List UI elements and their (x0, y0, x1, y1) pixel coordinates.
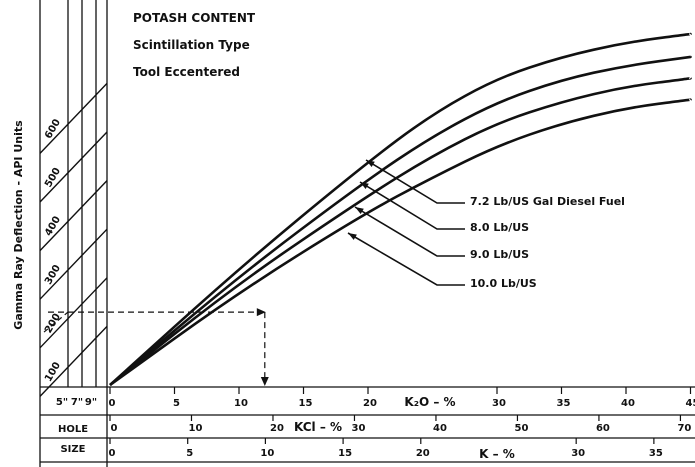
k-axis-label: K – % (479, 447, 515, 461)
series-line-1 (109, 32, 692, 386)
api-diagonal-600 (39, 82, 108, 154)
k-tick-5: 5 (186, 448, 193, 459)
kcl-axis-label: KCl – % (294, 420, 342, 434)
legend-leader-4 (347, 232, 465, 286)
k-tick-30: 30 (571, 448, 585, 459)
example-arrowhead-right (256, 308, 266, 317)
kcl-tick-10: 10 (189, 423, 203, 434)
chart-marks: 1002003004005006005"7"9"0510152030354045… (39, 0, 695, 459)
api-tick-label-300: 300 (43, 263, 63, 287)
y-axis-label: Gamma Ray Deflection - API Units (12, 120, 25, 330)
legend-label-4: 10.0 Lb/US (470, 277, 537, 290)
api-tick-label-400: 400 (43, 214, 63, 238)
legend-arrowhead-4 (348, 233, 357, 240)
k-tick-0: 0 (109, 448, 116, 459)
hole-size-tick-2: 7" (71, 397, 83, 408)
kcl-tick-50: 50 (514, 423, 528, 434)
k2o-tick-15: 15 (299, 398, 313, 409)
title-line-2: Scintillation Type (133, 38, 250, 52)
kcl-tick-20: 20 (270, 423, 284, 434)
k-tick-10: 10 (260, 448, 274, 459)
k2o-tick-45: 45 (686, 398, 695, 409)
series-line-2 (109, 55, 692, 386)
legend-arrowhead-3 (355, 207, 364, 214)
k2o-tick-0: 0 (109, 398, 116, 409)
k2o-tick-20: 20 (363, 398, 377, 409)
kcl-tick-30: 30 (352, 423, 366, 434)
api-tick-label-600: 600 (43, 117, 63, 141)
kcl-tick-60: 60 (596, 423, 610, 434)
api-tick-label-500: 500 (43, 166, 63, 190)
hole-size-tick-3: 9" (85, 397, 97, 408)
api-diagonal-200 (39, 277, 108, 349)
api-diagonal-500 (39, 131, 108, 203)
k2o-axis-label: K₂O – % (404, 395, 455, 409)
api-diagonal-400 (39, 180, 108, 252)
title-line-3: Tool Eccentered (133, 65, 240, 79)
api-diagonal-300 (39, 228, 108, 300)
kcl-tick-40: 40 (433, 423, 447, 434)
k-tick-15: 15 (338, 448, 352, 459)
legend-leader-1 (365, 159, 465, 204)
size-label: SIZE (60, 444, 85, 455)
k2o-tick-10: 10 (234, 398, 248, 409)
hole-label: HOLE (58, 424, 88, 435)
api-tick-label-100: 100 (43, 360, 63, 384)
k2o-tick-40: 40 (621, 398, 635, 409)
legend-label-1: 7.2 Lb/US Gal Diesel Fuel (470, 195, 625, 208)
legend-leader-2 (359, 181, 465, 230)
example-arrowhead (260, 377, 269, 386)
series-line-4 (109, 98, 692, 387)
series-line-3 (109, 77, 692, 387)
api-tick-label-200: 200 (43, 312, 63, 336)
legend-leader-3 (354, 206, 465, 257)
kcl-tick-0: 0 (111, 423, 118, 434)
k2o-tick-35: 35 (557, 398, 571, 409)
k-tick-20: 20 (416, 448, 430, 459)
hole-size-tick-1: 5" (56, 397, 68, 408)
legend-arrowhead-1 (366, 160, 375, 167)
k2o-tick-5: 5 (173, 398, 180, 409)
legend-arrowhead-2 (360, 182, 369, 189)
k2o-tick-30: 30 (492, 398, 506, 409)
legend-label-3: 9.0 Lb/US (470, 248, 529, 261)
title-line-1: POTASH CONTENT (133, 11, 256, 25)
k-tick-35: 35 (649, 448, 663, 459)
legend-label-2: 8.0 Lb/US (470, 221, 529, 234)
api-diagonal-100 (39, 325, 108, 397)
kcl-tick-70: 70 (677, 423, 691, 434)
